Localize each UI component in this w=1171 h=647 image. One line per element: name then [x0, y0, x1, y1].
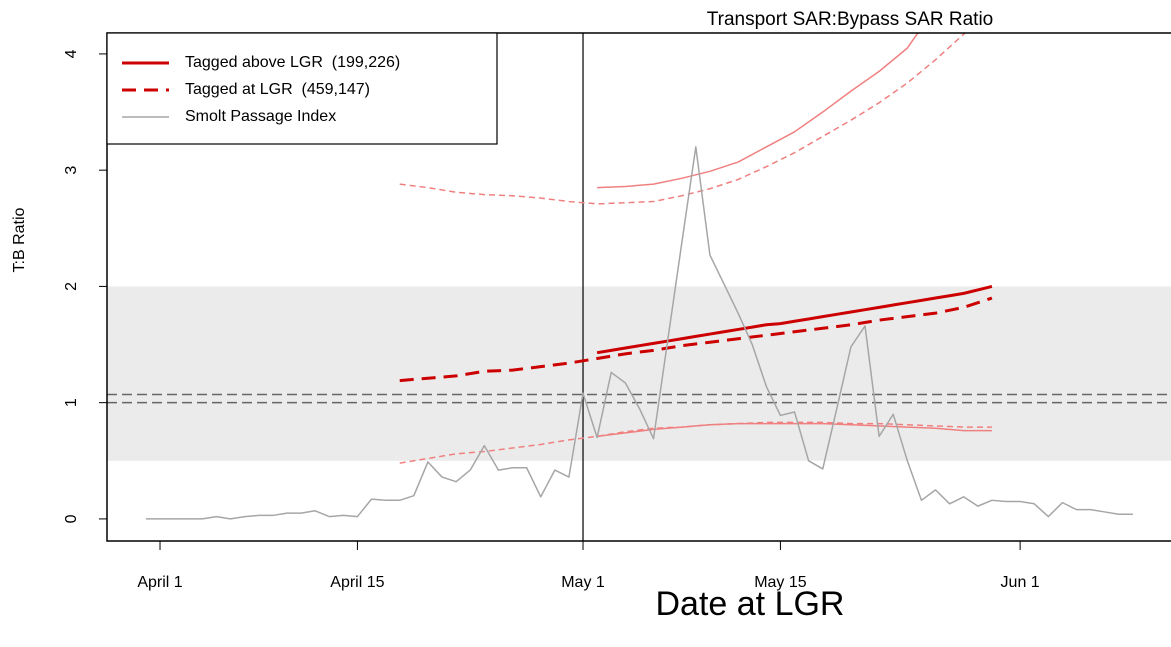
series-line — [597, 33, 919, 189]
y-tick-label: 3 — [63, 166, 80, 175]
legend-label: Tagged above LGR (199,226) — [185, 54, 400, 71]
plot-area — [107, 33, 1171, 541]
series-line — [596, 284, 993, 355]
series-line — [399, 296, 993, 383]
legend-label: Tagged at LGR (459,147) — [185, 81, 370, 98]
x-tick-label: May 1 — [561, 574, 605, 591]
y-tick-label: 4 — [63, 49, 80, 58]
legend-label: Smolt Passage Index — [185, 108, 336, 125]
series-line — [399, 33, 967, 205]
y-axis-label: T:B Ratio — [11, 207, 28, 272]
chart-title: Transport SAR:Bypass SAR Ratio — [707, 9, 994, 30]
legend: Tagged above LGR (199,226) Tagged at LGR … — [106, 32, 498, 145]
x-axis-label: Date at LGR — [656, 585, 845, 623]
shaded-band — [107, 286, 1171, 461]
y-tick-label: 1 — [63, 398, 80, 407]
x-tick-label: April 15 — [330, 574, 384, 591]
x-tick-label: May 15 — [754, 574, 807, 591]
x-tick-label: Jun 1 — [1001, 574, 1040, 591]
plot-frame — [106, 32, 1171, 542]
legend-box — [106, 32, 498, 145]
y-tick-label: 0 — [63, 514, 80, 523]
series-line — [597, 422, 992, 438]
x-tick-label: April 1 — [137, 574, 182, 591]
series-line — [145, 146, 1133, 520]
y-tick-label: 2 — [63, 282, 80, 291]
